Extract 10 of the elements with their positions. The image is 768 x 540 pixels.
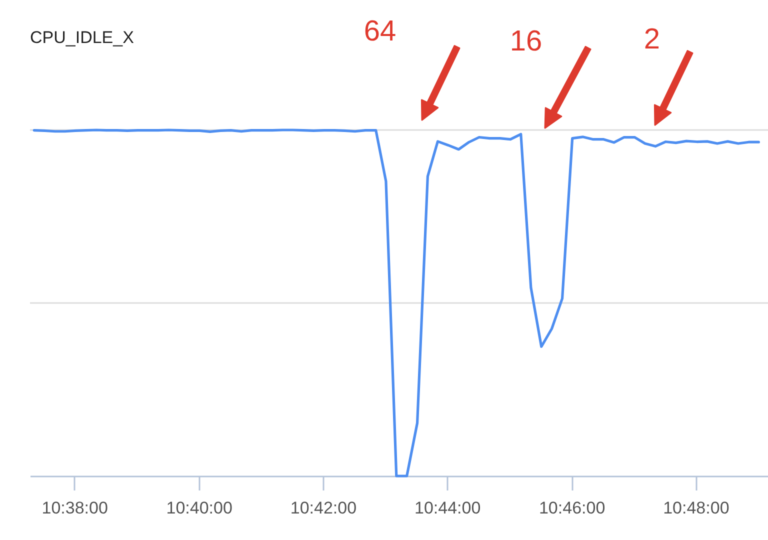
x-tick-label: 10:44:00 <box>414 498 481 518</box>
text: 2 <box>644 24 660 56</box>
x-tick-label: 10:48:00 <box>663 498 730 518</box>
x-tick-label: 10:42:00 <box>290 498 357 518</box>
x-tick-label: 10:38:00 <box>42 498 108 518</box>
x-tick-label: 10:40:00 <box>166 498 232 518</box>
text: 64 <box>364 16 396 48</box>
text: 16 <box>510 26 542 58</box>
chart-title: CPU_IDLE_X <box>30 28 134 48</box>
x-tick-label: 10:46:00 <box>538 498 606 518</box>
